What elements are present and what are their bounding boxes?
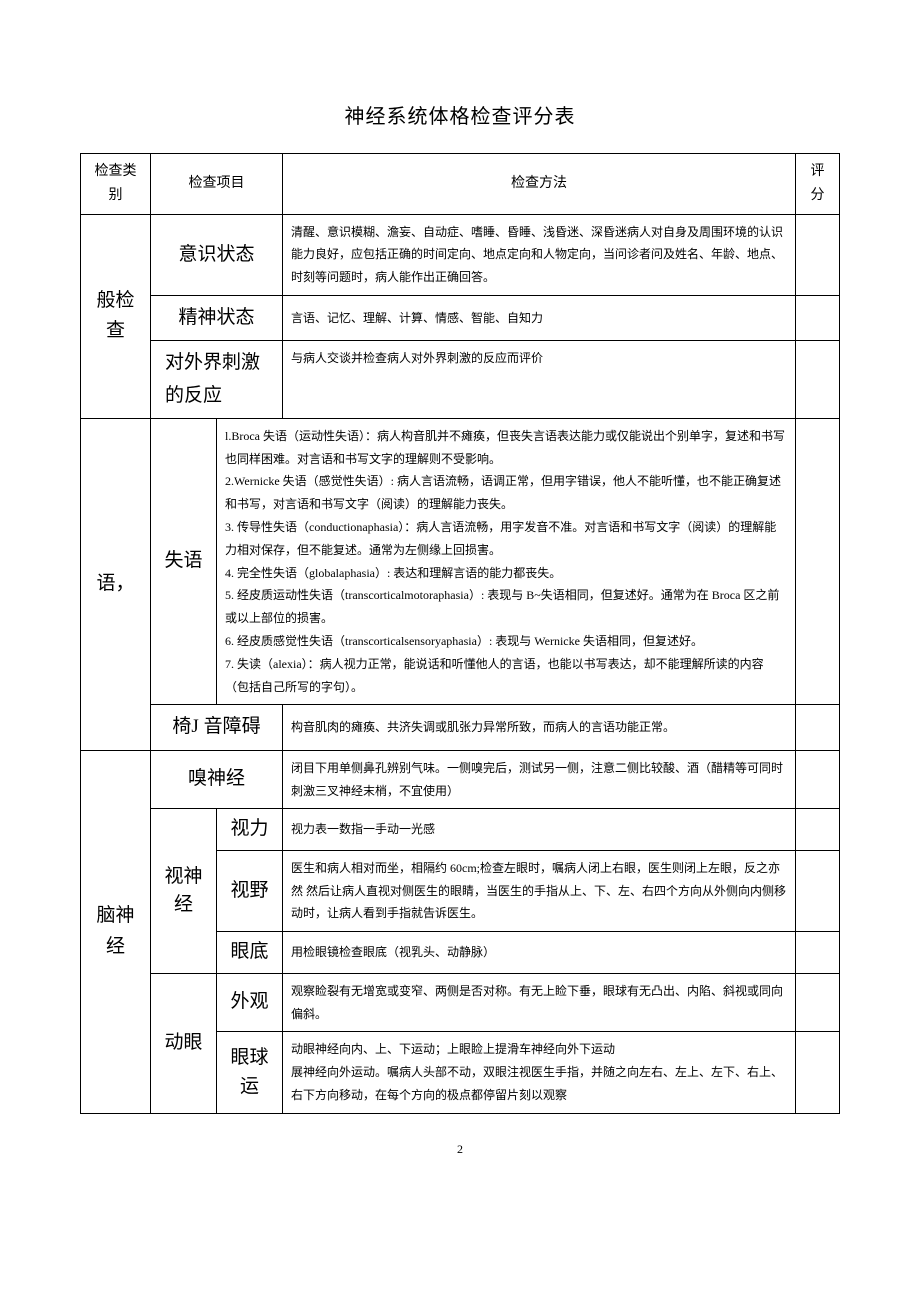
- score-olfactory: [796, 750, 840, 809]
- method-stimulus: 与病人交谈并检查病人对外界刺激的反应而评价: [283, 341, 796, 419]
- row-consciousness: 般检查 意识状态 清醒、意识模糊、澹妄、自动症、嗜睡、昏睡、浅昏迷、深昏迷病人对…: [81, 214, 840, 295]
- subitem-aphasia: 失语: [151, 418, 217, 705]
- item-consciousness: 意识状态: [151, 214, 283, 295]
- method-fundus: 用检眼镜检查眼底（视乳头、动静脉）: [283, 932, 796, 974]
- row-eye-appearance: 动眼 外观 观察睑裂有无增宽或变窄、两侧是否对称。有无上睑下垂，眼球有无凸出、内…: [81, 973, 840, 1032]
- score-acuity: [796, 809, 840, 851]
- item-movement: 眼球运: [217, 1032, 283, 1113]
- score-dysarthria: [796, 705, 840, 750]
- item-field: 视野: [217, 850, 283, 931]
- item-mental: 精神状态: [151, 295, 283, 340]
- method-mental: 言语、记忆、理解、计算、情感、智能、自知力: [283, 295, 796, 340]
- method-field: 医生和病人相对而坐，相隔约 60cm;检查左眼时，嘱病人闭上右眼，医生则闭上左眼…: [283, 850, 796, 931]
- method-aphasia: l.Broca 失语（运动性失语）：病人构音肌并不瘫痪，但丧失言语表达能力或仅能…: [217, 418, 796, 705]
- page-title: 神经系统体格检查评分表: [80, 100, 840, 129]
- score-stimulus: [796, 341, 840, 419]
- score-fundus: [796, 932, 840, 974]
- exam-table: 检查类别 检查项目 检查方法 评分 般检查 意识状态 清醒、意识模糊、澹妄、自动…: [80, 153, 840, 1114]
- score-mental: [796, 295, 840, 340]
- header-item: 检查项目: [151, 154, 283, 215]
- row-vision-acuity: 视神经 视力 视力表一数指一手动一光感: [81, 809, 840, 851]
- category-general: 般检查: [81, 214, 151, 418]
- subitem-oculomotor: 动眼: [151, 973, 217, 1113]
- row-dysarthria: 椅J 音障碍 构音肌肉的瘫痪、共济失调或肌张力异常所致，而病人的言语功能正常。: [81, 705, 840, 750]
- item-dysarthria: 椅J 音障碍: [151, 705, 283, 750]
- page-number: 2: [80, 1142, 840, 1157]
- item-olfactory: 嗅神经: [151, 750, 283, 809]
- method-movement: 动眼神经向内、上、下运动；上眼睑上提滑车神经向外下运动 展神经向外运动。嘱病人头…: [283, 1032, 796, 1113]
- header-score: 评分: [796, 154, 840, 215]
- score-aphasia: [796, 418, 840, 705]
- header-category: 检查类别: [81, 154, 151, 215]
- method-acuity: 视力表一数指一手动一光感: [283, 809, 796, 851]
- item-fundus: 眼底: [217, 932, 283, 974]
- score-movement: [796, 1032, 840, 1113]
- header-method: 检查方法: [283, 154, 796, 215]
- row-olfactory: 脑神经 嗅神经 闭目下用单侧鼻孔辨别气味。一侧嗅完后，测试另一侧，注意二侧比较酸…: [81, 750, 840, 809]
- item-acuity: 视力: [217, 809, 283, 851]
- category-cranial: 脑神经: [81, 750, 151, 1113]
- header-row: 检查类别 检查项目 检查方法 评分: [81, 154, 840, 215]
- row-aphasia: 语， 失语 l.Broca 失语（运动性失语）：病人构音肌并不瘫痪，但丧失言语表…: [81, 418, 840, 705]
- score-field: [796, 850, 840, 931]
- method-olfactory: 闭目下用单侧鼻孔辨别气味。一侧嗅完后，测试另一侧，注意二侧比较酸、酒（醋精等可同…: [283, 750, 796, 809]
- item-appearance: 外观: [217, 973, 283, 1032]
- method-dysarthria: 构音肌肉的瘫痪、共济失调或肌张力异常所致，而病人的言语功能正常。: [283, 705, 796, 750]
- category-speech: 语，: [81, 418, 151, 750]
- item-stimulus: 对外界刺激的反应: [151, 341, 283, 419]
- score-appearance: [796, 973, 840, 1032]
- method-consciousness: 清醒、意识模糊、澹妄、自动症、嗜睡、昏睡、浅昏迷、深昏迷病人对自身及周围环境的认…: [283, 214, 796, 295]
- row-mental: 精神状态 言语、记忆、理解、计算、情感、智能、自知力: [81, 295, 840, 340]
- score-consciousness: [796, 214, 840, 295]
- method-appearance: 观察睑裂有无增宽或变窄、两侧是否对称。有无上睑下垂，眼球有无凸出、内陷、斜视或同…: [283, 973, 796, 1032]
- row-stimulus: 对外界刺激的反应 与病人交谈并检查病人对外界刺激的反应而评价: [81, 341, 840, 419]
- subitem-optic: 视神经: [151, 809, 217, 973]
